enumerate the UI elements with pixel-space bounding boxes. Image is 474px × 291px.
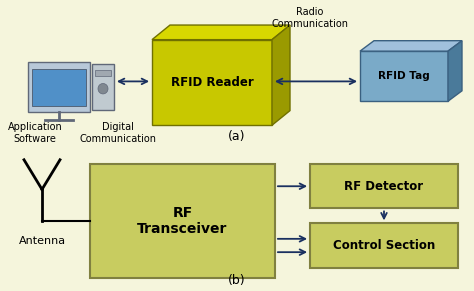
Bar	[32, 69, 86, 107]
Text: Application
Software: Application Software	[8, 122, 63, 144]
Text: Digital
Communication: Digital Communication	[80, 122, 156, 144]
Text: RFID Tag: RFID Tag	[378, 71, 430, 81]
Bar	[95, 70, 111, 76]
Text: Antenna: Antenna	[18, 236, 65, 246]
Text: RFID Reader: RFID Reader	[171, 76, 254, 89]
Circle shape	[98, 84, 108, 94]
Bar	[310, 164, 458, 208]
Text: Radio
Communication: Radio Communication	[272, 7, 348, 29]
Text: (b): (b)	[228, 274, 246, 287]
Text: RF Detector: RF Detector	[345, 180, 424, 193]
Bar	[92, 64, 114, 110]
Polygon shape	[152, 25, 290, 40]
Text: (a): (a)	[228, 130, 246, 143]
Bar	[360, 51, 448, 101]
Bar	[310, 223, 458, 268]
Bar	[90, 164, 275, 278]
Polygon shape	[448, 41, 462, 101]
Text: RF
Transceiver: RF Transceiver	[137, 206, 228, 236]
Polygon shape	[272, 25, 290, 125]
Bar	[28, 62, 90, 112]
Text: Control Section: Control Section	[333, 239, 435, 252]
Polygon shape	[360, 41, 462, 51]
Bar	[152, 40, 272, 125]
